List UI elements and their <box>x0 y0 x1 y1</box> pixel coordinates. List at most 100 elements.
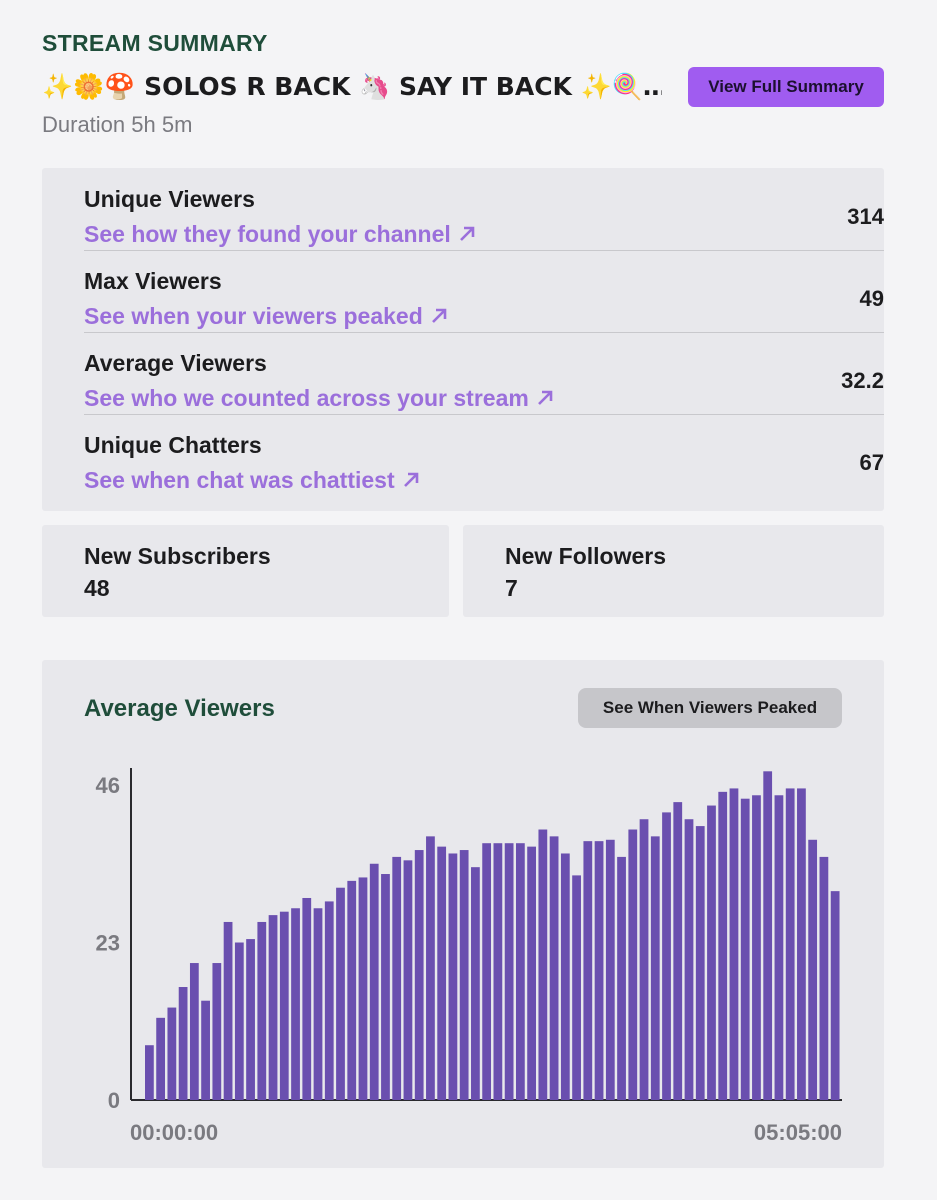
bar <box>740 798 750 1100</box>
bar <box>459 850 469 1100</box>
stat-name: Max Viewers <box>84 268 222 294</box>
arrow-up-right-icon <box>459 226 475 241</box>
bar <box>324 901 334 1100</box>
bar <box>403 860 413 1100</box>
bar <box>650 836 660 1100</box>
unique-viewers-link[interactable]: See how they found your channel <box>84 221 477 248</box>
bar <box>493 843 503 1100</box>
stat-row-unique-viewers: Unique Viewers See how they found your c… <box>84 168 884 251</box>
bar <box>313 908 323 1100</box>
stats-panel: Unique Viewers See how they found your c… <box>42 168 884 511</box>
bar <box>695 826 705 1100</box>
bar <box>830 891 840 1100</box>
bar <box>347 880 357 1100</box>
bar <box>707 805 716 1100</box>
bar <box>381 874 390 1100</box>
bar <box>549 836 559 1100</box>
y-tick-label: 23 <box>96 931 120 956</box>
bar <box>257 921 267 1100</box>
new-subscribers-value: 48 <box>84 575 110 601</box>
bar <box>437 846 447 1100</box>
stream-title: ✨🌼🍄 SOLOS R BACK 🦄 SAY IT BACK ✨🍭… <box>42 72 662 101</box>
bar <box>797 788 806 1100</box>
stat-value: 32.2 <box>841 368 884 393</box>
bar <box>268 915 278 1100</box>
bar <box>594 841 604 1100</box>
stat-row-max-viewers: Max Viewers See when your viewers peaked… <box>84 250 884 333</box>
bar <box>605 839 615 1100</box>
bar <box>504 843 514 1100</box>
bar <box>189 963 199 1100</box>
stream-duration: Duration 5h 5m <box>42 112 193 137</box>
stat-name: Unique Chatters <box>84 432 262 458</box>
unique-chatters-link[interactable]: See when chat was chattiest <box>84 467 421 494</box>
bar <box>178 987 188 1100</box>
bar <box>448 853 458 1100</box>
bar <box>471 867 480 1100</box>
bar <box>527 846 536 1100</box>
bar <box>819 856 829 1100</box>
bar <box>279 911 289 1100</box>
bar <box>358 877 368 1100</box>
stat-value: 314 <box>847 204 884 229</box>
y-tick-label: 0 <box>108 1088 120 1113</box>
see-when-viewers-peaked-button[interactable]: See When Viewers Peaked <box>578 688 842 728</box>
x-tick-label-end: 05:05:00 <box>754 1120 842 1145</box>
arrow-up-right-icon <box>431 308 447 323</box>
average-viewers-chart-panel: 0 23 46 00:00:00 05:05:00 Average Viewers Se… <box>42 660 884 1168</box>
bar <box>617 856 626 1100</box>
chart-title: Average Viewers <box>84 695 275 722</box>
y-tick-label: 46 <box>96 773 120 798</box>
bar <box>145 1045 154 1100</box>
view-full-summary-button[interactable]: View Full Summary <box>688 67 884 107</box>
bar <box>302 897 312 1100</box>
new-followers-value: 7 <box>505 575 518 601</box>
bar <box>729 788 739 1100</box>
bar <box>234 942 244 1100</box>
bar <box>291 908 300 1100</box>
bar <box>662 812 671 1100</box>
bar <box>808 839 818 1100</box>
bar <box>392 856 402 1100</box>
bar <box>156 1017 166 1100</box>
bar <box>718 791 728 1100</box>
bar <box>774 795 784 1100</box>
arrow-up-right-icon <box>537 390 553 405</box>
bar <box>763 771 773 1100</box>
stat-row-unique-chatters: Unique Chatters See when chat was chatti… <box>84 414 884 496</box>
bar <box>369 863 379 1100</box>
arrow-up-right-icon <box>403 472 418 487</box>
bar <box>785 788 795 1100</box>
max-viewers-link[interactable]: See when your viewers peaked <box>84 303 449 330</box>
bar <box>515 843 525 1100</box>
new-subscribers-label: New Subscribers <box>84 543 271 569</box>
stat-value: 49 <box>859 286 884 311</box>
bar <box>583 841 593 1100</box>
stream-summary-label: STREAM SUMMARY <box>42 30 268 56</box>
average-viewers-chart: 0 23 46 00:00:00 05:05:00 <box>96 768 842 1145</box>
new-subscribers-card: New Subscribers 48 <box>42 525 449 617</box>
stat-row-average-viewers: Average Viewers See who we counted acros… <box>84 332 884 415</box>
bar <box>560 853 570 1100</box>
bar <box>482 843 492 1100</box>
new-followers-card: New Followers 7 <box>463 525 884 617</box>
bar <box>752 795 761 1100</box>
bar <box>414 850 424 1100</box>
new-followers-label: New Followers <box>505 543 667 569</box>
bar <box>201 1000 210 1100</box>
bar <box>538 829 548 1100</box>
bar <box>246 939 255 1100</box>
bar <box>639 819 649 1100</box>
bar <box>572 875 581 1100</box>
stat-name: Average Viewers <box>84 350 267 376</box>
bar <box>336 887 345 1100</box>
bar <box>223 921 233 1100</box>
average-viewers-link[interactable]: See who we counted across your stream <box>84 385 555 412</box>
bar <box>673 802 683 1100</box>
bar <box>684 819 694 1100</box>
bar <box>426 836 435 1100</box>
bar <box>212 963 222 1100</box>
bar <box>628 829 638 1100</box>
stat-value: 67 <box>859 450 884 475</box>
stat-name: Unique Viewers <box>84 186 255 212</box>
